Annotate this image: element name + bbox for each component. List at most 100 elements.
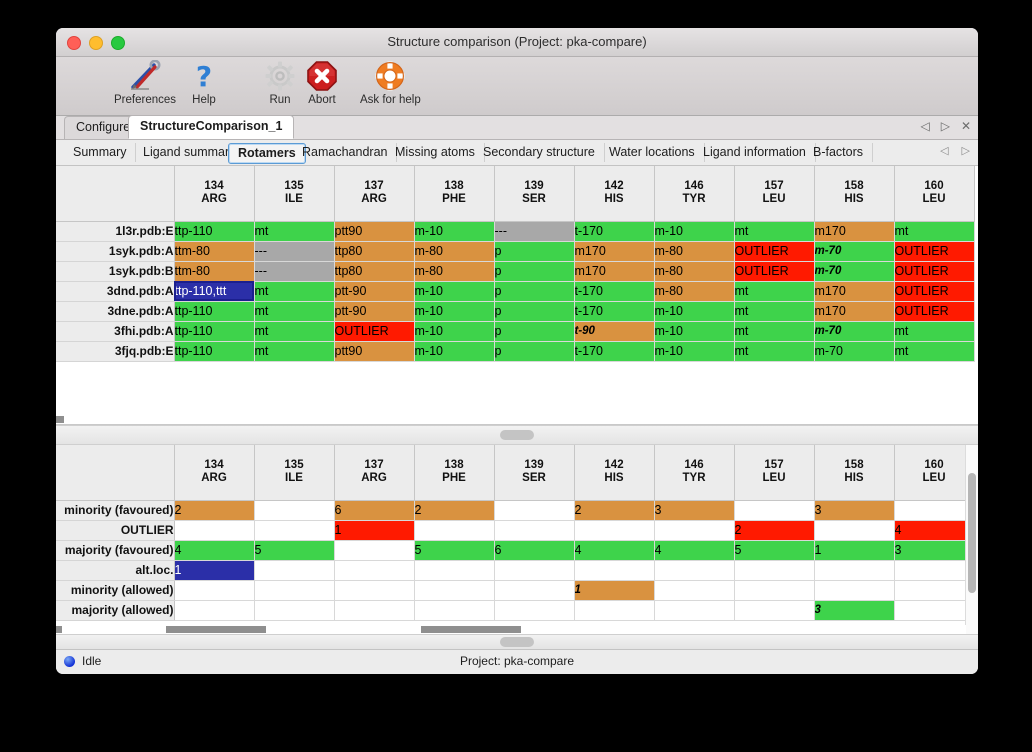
splitter-grip[interactable] <box>500 430 534 440</box>
tab-structurecomparison-1[interactable]: StructureComparison_1 <box>128 115 295 139</box>
table-cell[interactable]: t-90 <box>574 321 655 342</box>
column-header-142[interactable]: 142 HIS <box>574 445 655 501</box>
pane-splitter[interactable] <box>56 425 978 445</box>
table-cell[interactable]: m-80 <box>414 261 495 282</box>
next-subtab-icon[interactable]: ▷ <box>961 145 970 157</box>
table-cell[interactable]: OUTLIER <box>894 241 975 262</box>
table-cell[interactable] <box>414 560 495 581</box>
column-header-135[interactable]: 135 ILE <box>254 166 335 222</box>
table-cell[interactable]: mt <box>894 221 975 242</box>
close-tab-icon[interactable]: ✕ <box>960 119 971 133</box>
table-row[interactable]: alt.loc. 1 <box>56 560 975 581</box>
table-cell[interactable]: OUTLIER <box>894 261 975 282</box>
table-cell[interactable]: m170 <box>574 261 655 282</box>
table-cell[interactable] <box>254 580 335 601</box>
table-cell[interactable]: ptt90 <box>334 221 415 242</box>
table-row[interactable]: majority (favoured) 4 5 5 6 4 4 5 1 3 <box>56 540 975 561</box>
table-cell[interactable] <box>494 600 575 621</box>
table-cell[interactable]: m-10 <box>414 281 495 302</box>
table-cell[interactable] <box>174 600 255 621</box>
row-header[interactable]: majority (favoured) <box>56 540 175 561</box>
row-header[interactable]: 3fhi.pdb:A <box>56 321 175 342</box>
table-cell[interactable]: 3 <box>814 600 895 621</box>
tab-b-factors[interactable]: B-factors <box>804 143 874 162</box>
table-cell[interactable]: mt <box>254 281 335 302</box>
column-header-138[interactable]: 138 PHE <box>414 445 495 501</box>
table-cell[interactable] <box>334 600 415 621</box>
row-header[interactable]: 1syk.pdb:B <box>56 261 175 282</box>
table-row[interactable]: 3fhi.pdb:A ttp-110 mt OUTLIER m-10 p t-90 m-10 m… <box>56 321 975 342</box>
table-cell[interactable] <box>574 600 655 621</box>
table-cell[interactable]: mt <box>734 341 815 362</box>
column-header-134[interactable]: 134 ARG <box>174 166 255 222</box>
table-cell[interactable] <box>734 600 815 621</box>
row-header[interactable]: alt.loc. <box>56 560 175 581</box>
run-button[interactable]: Run <box>264 59 296 106</box>
table-cell[interactable]: 3 <box>654 500 735 521</box>
table-cell[interactable]: ttp-110 <box>174 321 255 342</box>
column-header-146[interactable]: 146 TYR <box>654 166 735 222</box>
table-cell[interactable]: 6 <box>334 500 415 521</box>
table-cell[interactable]: ptt90 <box>334 341 415 362</box>
table-row[interactable]: minority (allowed) 1 <box>56 580 975 601</box>
table-cell[interactable]: 4 <box>894 520 975 541</box>
table-cell[interactable] <box>734 560 815 581</box>
table-cell[interactable]: mt <box>254 221 335 242</box>
ask-for-help-button[interactable]: Ask for help <box>360 59 421 106</box>
table-cell[interactable]: OUTLIER <box>894 281 975 302</box>
rotamer-summary-table[interactable]: 134 ARG 135 ILE 137 ARG 138 PHE 139 SER 142 HIS 146 T… <box>56 445 975 621</box>
table-cell[interactable] <box>494 580 575 601</box>
table-cell[interactable]: ttp-110 <box>174 301 255 322</box>
table-row[interactable]: 1syk.pdb:B ttm-80 --- ttp80 m-80 p m170 m-80 OUT… <box>56 261 975 282</box>
table-cell[interactable] <box>654 520 735 541</box>
tab-ligand-information[interactable]: Ligand information <box>694 143 816 162</box>
table-cell[interactable]: t-170 <box>574 301 655 322</box>
bottom-splitter-grip[interactable] <box>500 637 534 647</box>
table-cell[interactable]: p <box>494 341 575 362</box>
table-cell[interactable]: m170 <box>574 241 655 262</box>
table-cell[interactable]: ptt-90 <box>334 301 415 322</box>
table-cell[interactable] <box>414 520 495 541</box>
table-cell[interactable]: mt <box>894 321 975 342</box>
prev-tab-icon[interactable]: ◁ <box>920 119 930 133</box>
table-cell[interactable]: OUTLIER <box>334 321 415 342</box>
table-cell[interactable] <box>174 520 255 541</box>
table-cell[interactable] <box>254 600 335 621</box>
table-cell[interactable] <box>654 600 735 621</box>
table-cell[interactable]: 4 <box>174 540 255 561</box>
table-cell[interactable] <box>574 520 655 541</box>
summary-v-scrollbar-track[interactable] <box>965 445 978 634</box>
column-header-146[interactable]: 146 TYR <box>654 445 735 501</box>
table-cell[interactable]: p <box>494 321 575 342</box>
table-cell[interactable] <box>414 600 495 621</box>
table-row[interactable]: 3dnd.pdb:A ttp-110,ttt mt ptt-90 m-10 p t-170 m… <box>56 281 975 302</box>
table-cell[interactable]: 6 <box>494 540 575 561</box>
table-cell[interactable]: m-10 <box>414 321 495 342</box>
table-cell[interactable]: m-10 <box>654 301 735 322</box>
next-tab-icon[interactable]: ▷ <box>940 119 950 133</box>
tab-configure[interactable]: Configure <box>64 116 143 139</box>
table-cell[interactable] <box>174 580 255 601</box>
prev-subtab-icon[interactable]: ◁ <box>940 145 949 157</box>
table-cell[interactable]: t-170 <box>574 221 655 242</box>
table-cell[interactable]: mt <box>734 301 815 322</box>
table-cell[interactable] <box>334 560 415 581</box>
column-header-160[interactable]: 160 LEU <box>894 445 975 501</box>
tab-water-locations[interactable]: Water locations <box>600 143 705 162</box>
table-cell[interactable]: p <box>494 241 575 262</box>
table-cell[interactable]: m-70 <box>814 261 895 282</box>
table-cell[interactable] <box>734 580 815 601</box>
summary-h-scrollbar-thumb-2[interactable] <box>166 626 266 633</box>
rotamer-table[interactable]: 134 ARG 135 ILE 137 ARG 138 PHE 139 SER 142 HIS 146 T… <box>56 166 975 362</box>
table-cell[interactable]: 4 <box>574 540 655 561</box>
table-row[interactable]: 3fjq.pdb:E ttp-110 mt ptt90 m-10 p t-170 m-10 mt… <box>56 341 975 362</box>
column-header-158[interactable]: 158 HIS <box>814 166 895 222</box>
rotamer-h-scrollbar-thumb[interactable] <box>56 416 64 423</box>
table-cell[interactable]: mt <box>254 321 335 342</box>
row-header[interactable]: 1syk.pdb:A <box>56 241 175 262</box>
table-row[interactable]: OUTLIER 1 2 4 <box>56 520 975 541</box>
column-header-138[interactable]: 138 PHE <box>414 166 495 222</box>
table-cell[interactable]: ttp-110,ttt <box>174 281 255 302</box>
table-cell[interactable]: ttp80 <box>334 241 415 262</box>
table-cell[interactable]: mt <box>734 221 815 242</box>
